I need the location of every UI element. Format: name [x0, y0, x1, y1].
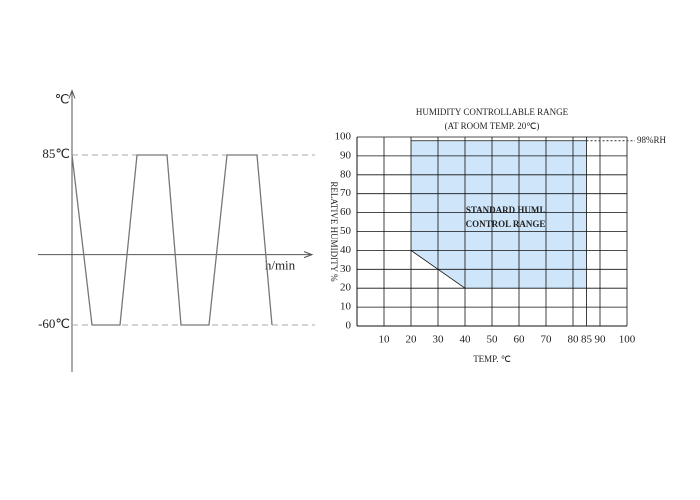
y-tick-label: 80 — [340, 168, 352, 180]
x-axis-arrow — [303, 251, 314, 259]
region-label: STANDARD HUMI. — [466, 205, 545, 215]
y-tick-label: 85℃ — [42, 146, 70, 161]
y-tick-label: 0 — [346, 320, 352, 332]
y-tick-label: 70 — [340, 187, 352, 199]
y-axis-arrow — [68, 89, 76, 99]
y-axis-label: ℃ — [55, 91, 70, 106]
x-axis-label: h/min — [265, 258, 296, 273]
y-tick-label: -60℃ — [38, 316, 70, 331]
x-tick-label: 100 — [619, 334, 636, 346]
x-tick-label: 10 — [379, 334, 391, 346]
x-tick-label: 20 — [406, 334, 418, 346]
x-tick-label: 90 — [595, 334, 607, 346]
x-axis-label: TEMP. ℃ — [473, 354, 511, 364]
x-tick-label: 80 — [568, 334, 580, 346]
y-tick-label: 10 — [340, 301, 352, 313]
region-label: CONTROL RANGE — [466, 219, 546, 229]
chart-title: (AT ROOM TEMP. 20℃) — [445, 121, 540, 131]
y-axis-label: RELATIVE HUMIDITY % — [329, 181, 339, 282]
y-tick-label: 90 — [340, 149, 352, 161]
y-tick-label: 100 — [335, 131, 352, 143]
y-tick-label: 40 — [340, 244, 352, 256]
y-tick-label: 60 — [340, 206, 352, 218]
x-tick-label: 30 — [433, 334, 445, 346]
x-tick-label: 60 — [514, 334, 526, 346]
chart-title: HUMIDITY CONTROLLABLE RANGE — [416, 107, 569, 117]
x-tick-label: 85 — [581, 334, 593, 346]
y-tick-label: 50 — [340, 225, 352, 237]
rh-label: 98%RH — [637, 135, 667, 145]
region-edge — [410, 140, 587, 289]
x-tick-label: 50 — [487, 334, 499, 346]
y-tick-label: 20 — [340, 282, 352, 294]
x-tick-label: 40 — [460, 334, 472, 346]
temperature-line — [71, 154, 273, 326]
x-tick-label: 70 — [541, 334, 553, 346]
y-tick-label: 30 — [340, 263, 352, 275]
control-region — [411, 140, 587, 289]
